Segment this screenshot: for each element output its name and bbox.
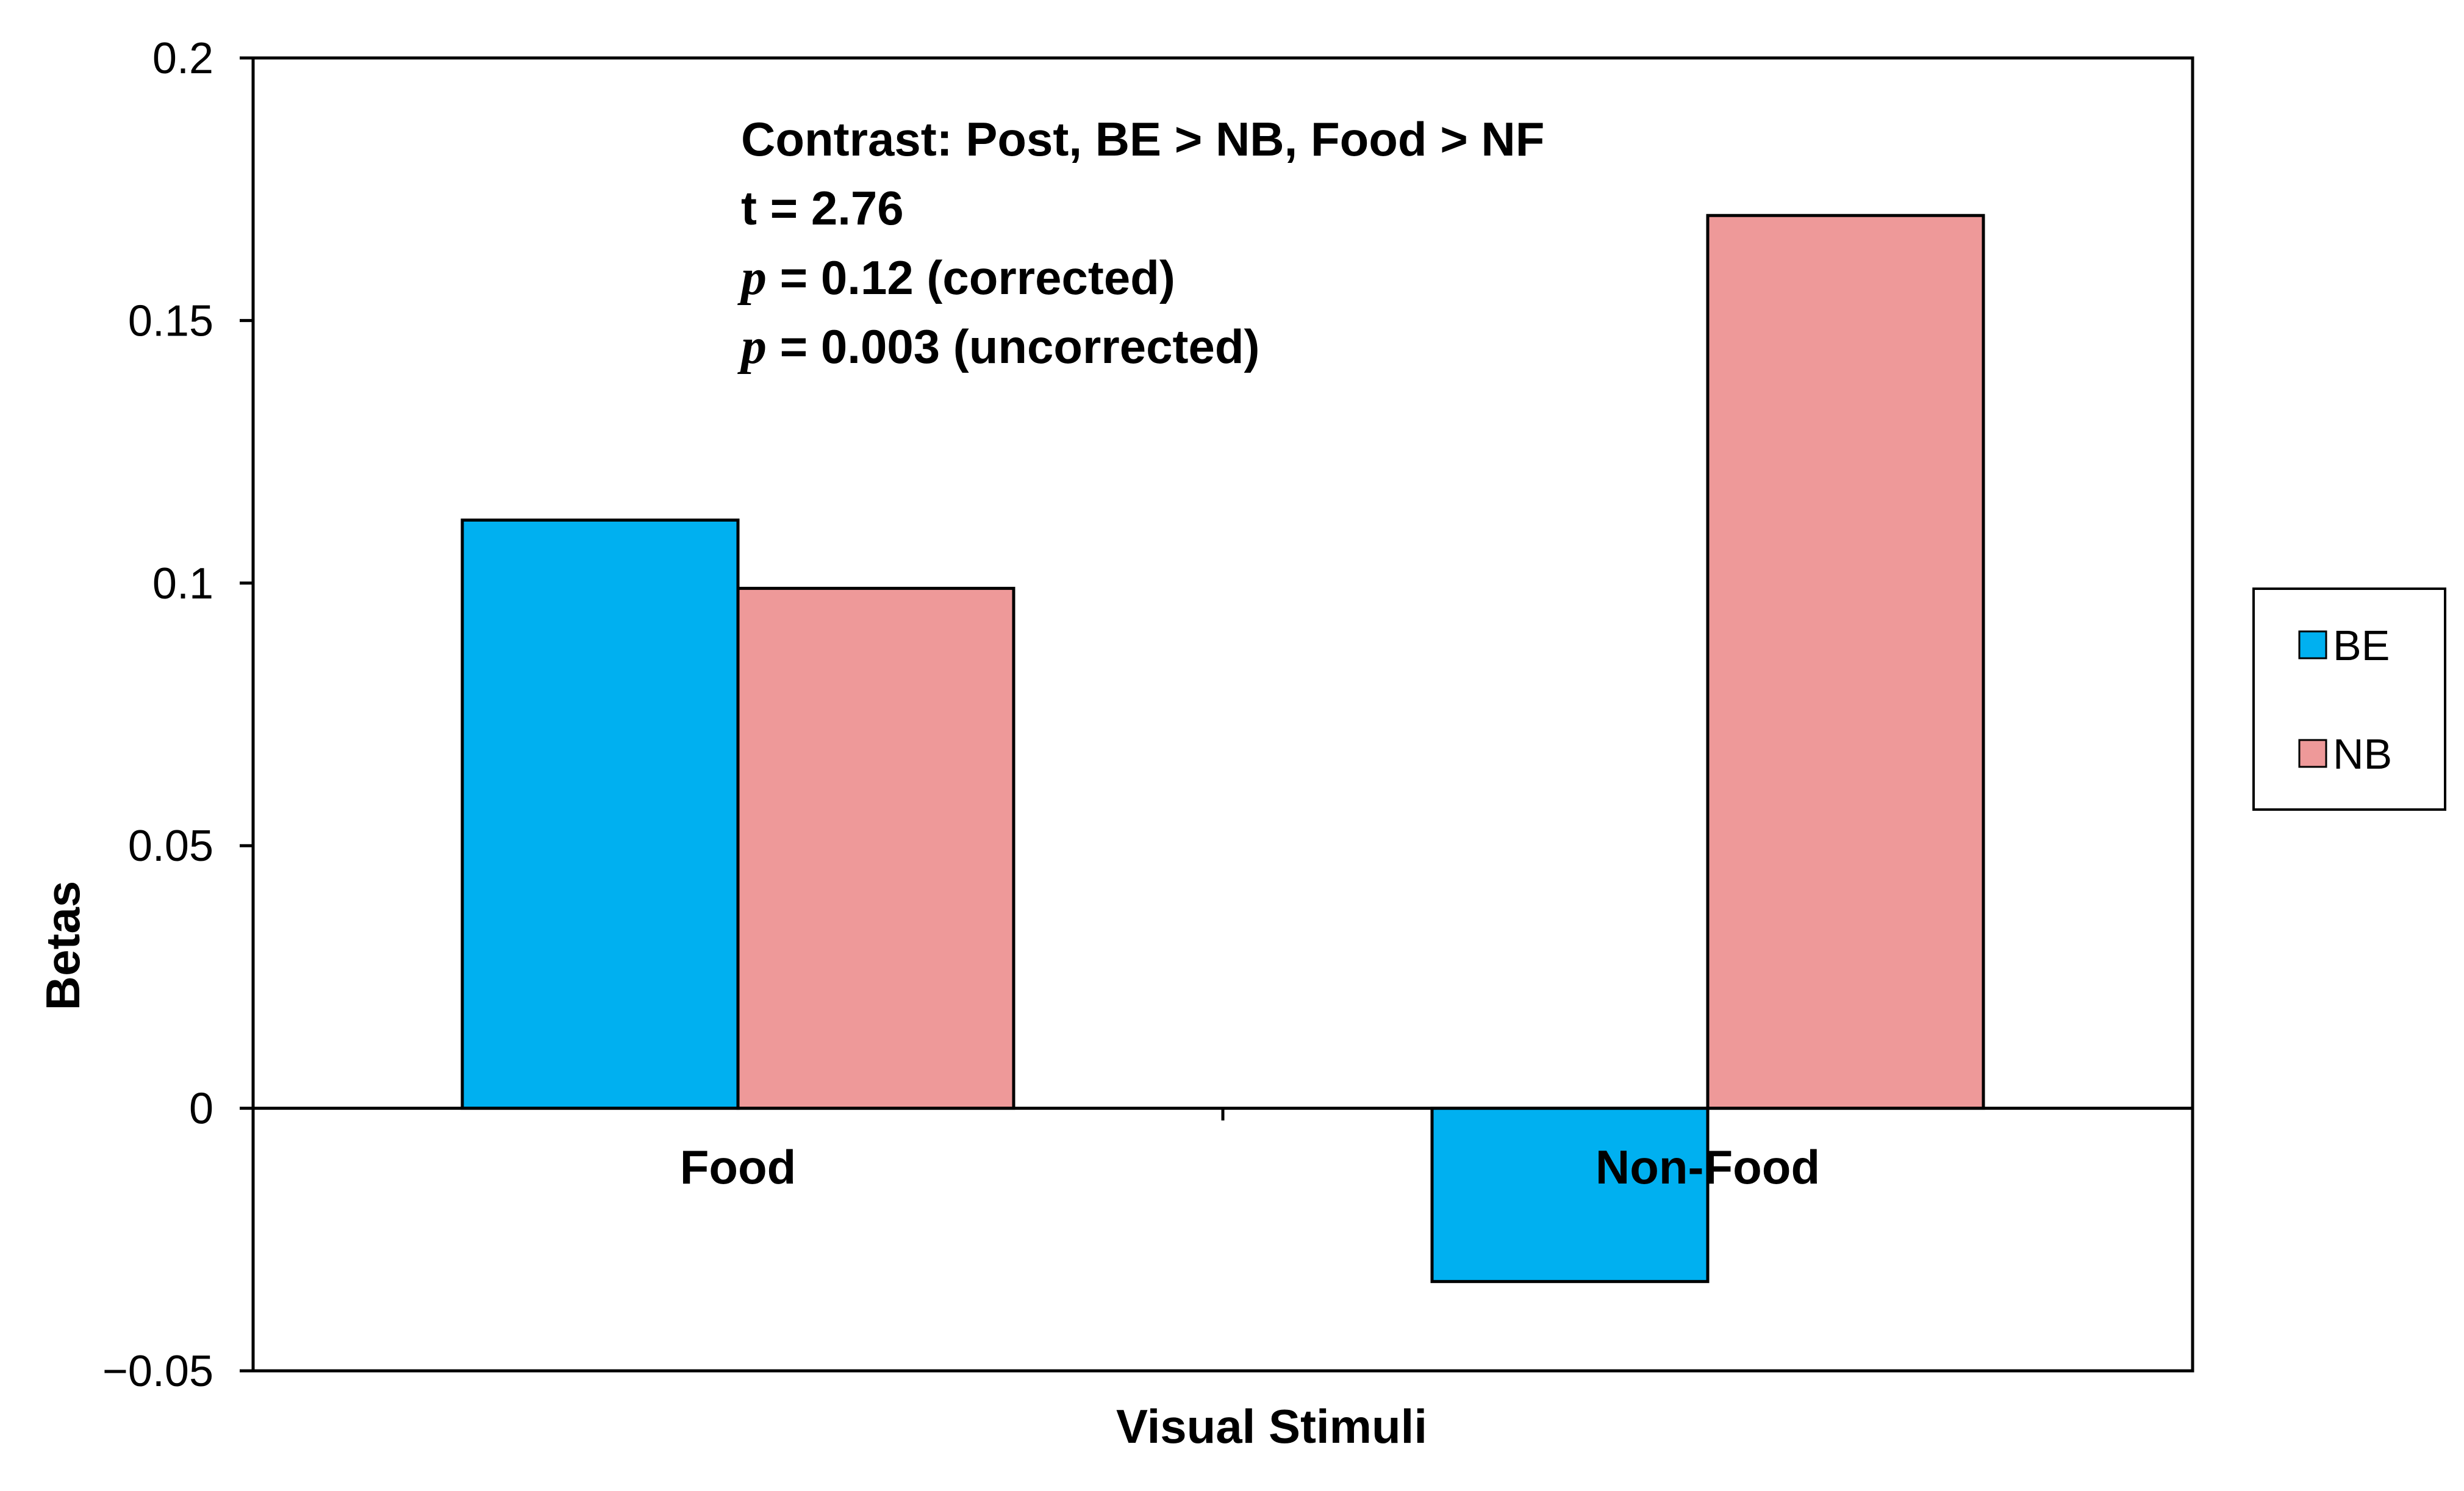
legend: BE NB xyxy=(2252,587,2446,811)
y-tick-label: 0 xyxy=(189,1085,213,1134)
bar-be-food xyxy=(460,519,740,1110)
y-tick-label: −0.05 xyxy=(102,1347,213,1396)
p-uncorrected-text: = 0.003 (uncorrected) xyxy=(767,320,1260,373)
y-tick-label: 0.15 xyxy=(128,296,213,345)
stats-annotation: Contrast: Post, BE > NB, Food > NF t = 2… xyxy=(737,112,1544,375)
p-symbol: p xyxy=(737,249,767,306)
annotation-p-uncorrected: p = 0.003 (uncorrected) xyxy=(737,318,1260,375)
y-tick-label: 0.05 xyxy=(128,822,213,871)
legend-label-be: BE xyxy=(2333,622,2390,669)
bar-nb-non-food xyxy=(1706,214,1985,1110)
y-axis: 0.2 0.15 0.1 0.05 0 −0.05 xyxy=(102,34,253,1396)
x-axis xyxy=(253,1107,2193,1121)
y-tick-label: 0.1 xyxy=(152,559,213,608)
legend-label-nb: NB xyxy=(2333,730,2392,778)
x-axis-title: Visual Stimuli xyxy=(1116,1399,1427,1453)
bar-nb-food xyxy=(736,586,1015,1110)
legend-swatch-nb xyxy=(2298,739,2327,768)
category-label-non-food: Non-Food xyxy=(1596,1140,1820,1194)
legend-swatch-be xyxy=(2298,630,2327,659)
legend-box xyxy=(2252,587,2446,811)
y-axis-title: Betas xyxy=(36,881,90,1010)
annotation-p-corrected: p = 0.12 (corrected) xyxy=(737,249,1175,306)
bar-be-non-food xyxy=(1430,1107,1710,1284)
category-label-food: Food xyxy=(680,1140,797,1194)
annotation-contrast: Contrast: Post, BE > NB, Food > NF xyxy=(741,112,1544,166)
annotation-t-value: t = 2.76 xyxy=(741,181,904,235)
p-symbol: p xyxy=(737,318,767,375)
y-tick-label: 0.2 xyxy=(152,34,213,83)
p-corrected-text: = 0.12 (corrected) xyxy=(767,251,1175,304)
